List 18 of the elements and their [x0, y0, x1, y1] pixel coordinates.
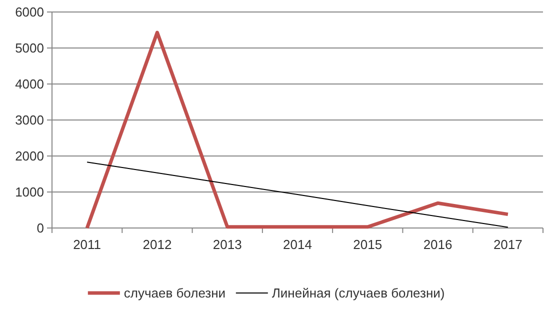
y-tick-label: 4000 [15, 76, 44, 92]
y-tick-label: 0 [36, 220, 44, 236]
y-tick-label: 2000 [15, 148, 44, 164]
x-tick-label: 2014 [283, 237, 312, 252]
x-tick-label: 2011 [73, 237, 102, 252]
y-tick-label: 1000 [15, 184, 44, 200]
x-tick-label: 2015 [353, 237, 382, 252]
y-tick-label: 5000 [15, 40, 44, 56]
line-series [86, 162, 508, 228]
x-tick-label: 2016 [423, 237, 452, 252]
x-tick-label: 2012 [142, 237, 172, 252]
line-series [85, 30, 510, 230]
y-tick-label: 3000 [15, 112, 44, 128]
y-tick-label: 6000 [15, 4, 44, 20]
x-tick-label: 2017 [493, 237, 522, 252]
legend-label: случаев болезни [124, 286, 226, 301]
x-tick-label: 2013 [212, 237, 242, 252]
legend-label: Линейная (случаев болезни) [272, 286, 445, 301]
